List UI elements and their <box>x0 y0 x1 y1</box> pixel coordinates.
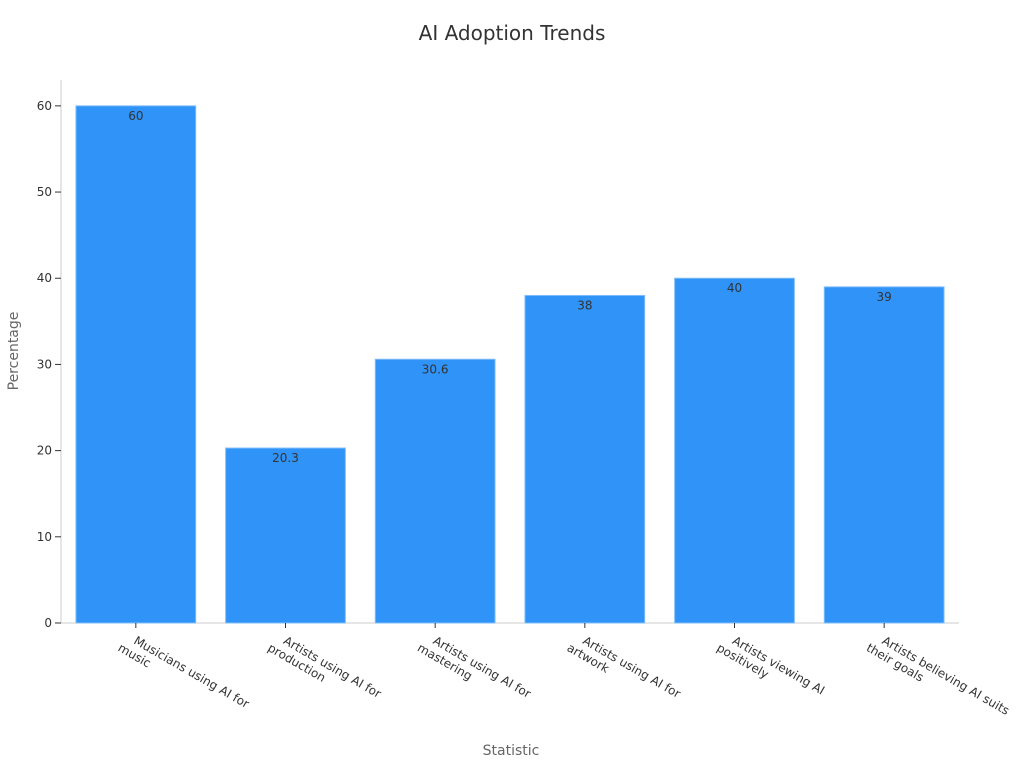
value-label: 30.6 <box>422 362 449 376</box>
value-label: 38 <box>577 298 592 312</box>
bar <box>75 105 197 624</box>
y-tick-label: 0 <box>44 616 52 630</box>
value-label: 20.3 <box>272 451 299 465</box>
chart-title: AI Adoption Trends <box>419 21 606 45</box>
value-label: 40 <box>727 281 742 295</box>
y-tick-label: 60 <box>37 99 52 113</box>
x-tick-label: Artists using AI for production <box>265 628 387 714</box>
y-tick-label: 50 <box>37 185 52 199</box>
x-axis-label: Statistic <box>483 743 540 759</box>
x-tick-label: Artists using AI for artwork <box>565 628 687 714</box>
value-label: 39 <box>877 290 892 304</box>
x-tick-label: Artists using AI for mastering <box>415 628 537 714</box>
value-label: 60 <box>128 109 143 123</box>
y-tick-label: 30 <box>37 357 52 371</box>
x-tick-label: Musicians using AI for music <box>116 628 255 725</box>
y-tick-label: 10 <box>37 530 52 544</box>
y-tick-label: 20 <box>37 444 52 458</box>
bar <box>374 358 496 624</box>
bar <box>225 447 346 624</box>
bar <box>674 277 795 624</box>
x-tick-label: Artists viewing AI positively <box>714 628 830 711</box>
x-tick-label: Artists believing AI suits their goals <box>864 628 1015 731</box>
y-tick-label: 40 <box>37 271 52 285</box>
bar <box>524 294 646 624</box>
bar <box>823 286 945 624</box>
y-axis-label: Percentage <box>6 312 22 391</box>
